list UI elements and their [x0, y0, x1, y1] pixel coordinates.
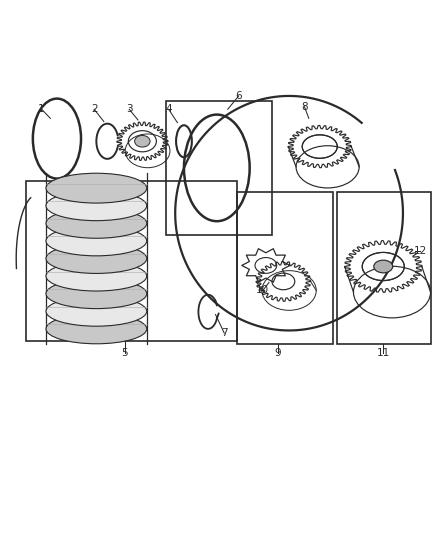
Text: 6: 6	[235, 91, 242, 101]
Text: 7: 7	[221, 328, 228, 338]
Ellipse shape	[46, 296, 147, 326]
Ellipse shape	[46, 208, 147, 238]
Ellipse shape	[134, 135, 150, 147]
Text: 10: 10	[256, 286, 269, 295]
Text: 3: 3	[126, 104, 133, 114]
Text: 4: 4	[165, 104, 172, 114]
Text: 11: 11	[377, 348, 390, 358]
Ellipse shape	[46, 173, 147, 203]
Text: 12: 12	[414, 246, 427, 255]
Ellipse shape	[46, 244, 147, 273]
Ellipse shape	[46, 191, 147, 221]
Ellipse shape	[46, 226, 147, 256]
Ellipse shape	[46, 314, 147, 344]
Ellipse shape	[46, 261, 147, 291]
Ellipse shape	[46, 279, 147, 309]
Text: 8: 8	[301, 102, 308, 111]
Ellipse shape	[374, 260, 393, 273]
Text: 9: 9	[275, 348, 282, 358]
Text: 2: 2	[91, 104, 98, 114]
Text: 5: 5	[121, 348, 128, 358]
Text: 1: 1	[38, 104, 45, 114]
